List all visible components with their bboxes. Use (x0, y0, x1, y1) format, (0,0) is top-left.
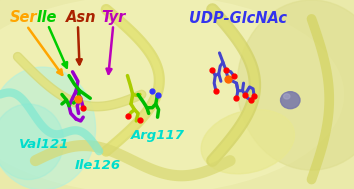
Ellipse shape (280, 92, 300, 109)
Ellipse shape (284, 94, 290, 99)
Ellipse shape (0, 104, 64, 180)
Text: Asn: Asn (65, 10, 96, 25)
Ellipse shape (201, 110, 295, 174)
Text: Ser: Ser (10, 10, 38, 25)
Ellipse shape (0, 67, 96, 189)
Ellipse shape (237, 0, 354, 170)
Text: Ile: Ile (37, 10, 58, 25)
Text: Ile126: Ile126 (74, 159, 120, 172)
Text: Arg117: Arg117 (131, 129, 185, 142)
Ellipse shape (0, 0, 343, 189)
Text: Tyr: Tyr (101, 10, 125, 25)
Text: UDP-GlcNAc: UDP-GlcNAc (189, 11, 287, 26)
Text: Val121: Val121 (19, 138, 70, 151)
